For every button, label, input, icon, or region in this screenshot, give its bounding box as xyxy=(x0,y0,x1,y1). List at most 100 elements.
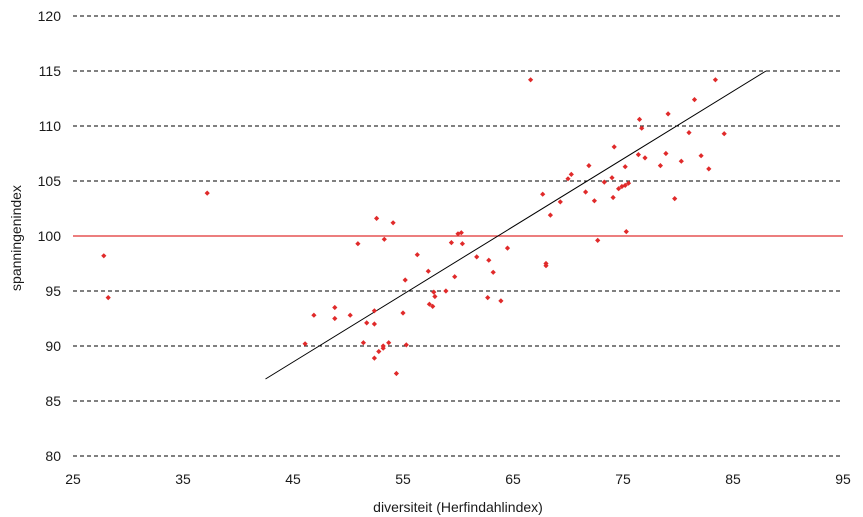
data-point xyxy=(610,194,616,201)
data-point xyxy=(625,180,632,186)
data-point xyxy=(402,277,408,283)
data-point xyxy=(528,77,534,83)
x-tick-label: 85 xyxy=(725,471,741,487)
data-point xyxy=(105,295,111,301)
y-tick-labels: 80 85 90 95 100 105 110 115 120 xyxy=(38,8,62,464)
trend-line xyxy=(265,70,767,380)
data-point xyxy=(490,269,496,275)
x-tick-label: 25 xyxy=(65,471,81,487)
data-point xyxy=(557,199,563,205)
data-point xyxy=(101,253,107,259)
data-point xyxy=(204,190,210,196)
data-point xyxy=(485,295,491,301)
data-point xyxy=(601,179,607,185)
x-tick-label: 45 xyxy=(285,471,301,487)
data-point xyxy=(332,304,338,311)
data-point xyxy=(332,315,338,322)
data-point xyxy=(543,263,549,269)
data-point xyxy=(371,355,377,361)
data-point xyxy=(583,189,589,195)
data-point xyxy=(698,153,704,159)
data-point xyxy=(591,198,597,204)
data-point xyxy=(386,340,392,346)
data-point xyxy=(448,240,454,246)
x-axis-label: diversiteit (Herfindahlindex) xyxy=(373,499,543,515)
trend-line-group xyxy=(265,70,767,380)
data-point xyxy=(355,241,361,247)
data-point xyxy=(459,241,465,247)
data-point xyxy=(425,268,431,274)
data-point xyxy=(376,348,382,355)
data-point xyxy=(622,164,628,170)
data-point xyxy=(400,310,406,316)
data-point xyxy=(622,182,628,188)
y-tick-label: 115 xyxy=(39,63,62,79)
data-point xyxy=(540,191,546,197)
data-point xyxy=(706,166,712,172)
y-tick-label: 80 xyxy=(45,448,61,464)
data-point xyxy=(665,111,671,117)
data-point xyxy=(302,341,308,347)
data-point xyxy=(390,220,396,226)
data-point xyxy=(403,342,409,348)
data-point xyxy=(609,175,615,181)
data-point xyxy=(458,230,464,236)
data-point xyxy=(414,252,420,258)
y-tick-label: 95 xyxy=(45,283,61,299)
data-point xyxy=(381,236,387,242)
data-point xyxy=(616,186,622,192)
y-axis-label: spanningenindex xyxy=(8,185,24,291)
y-tick-label: 110 xyxy=(39,118,62,134)
data-point xyxy=(636,116,643,122)
data-point xyxy=(547,212,553,218)
data-point xyxy=(657,163,663,169)
x-tick-label: 65 xyxy=(505,471,521,487)
data-point xyxy=(474,254,480,260)
data-point xyxy=(504,245,511,251)
data-point xyxy=(565,176,571,182)
y-tick-label: 85 xyxy=(45,393,61,409)
x-tick-label: 95 xyxy=(835,471,851,487)
data-point xyxy=(426,301,432,307)
x-tick-labels: 25 35 45 55 65 75 85 95 xyxy=(65,471,851,487)
data-point xyxy=(672,196,678,202)
y-tick-label: 120 xyxy=(38,8,62,24)
data-point xyxy=(691,97,698,103)
data-point xyxy=(663,150,669,157)
data-point xyxy=(486,257,492,263)
data-point xyxy=(432,293,438,300)
data-point xyxy=(639,125,645,131)
data-point xyxy=(642,155,648,161)
data-point xyxy=(443,288,449,294)
data-point xyxy=(371,321,377,327)
data-point xyxy=(635,152,641,158)
data-point xyxy=(678,158,684,164)
y-tick-label: 105 xyxy=(38,173,62,189)
y-tick-label: 100 xyxy=(38,228,62,244)
data-point xyxy=(430,303,436,309)
data-point xyxy=(586,163,592,169)
data-point xyxy=(568,171,574,177)
x-tick-label: 55 xyxy=(395,471,411,487)
x-tick-label: 75 xyxy=(615,471,631,487)
data-point xyxy=(452,274,458,280)
data-point xyxy=(393,370,399,377)
data-point xyxy=(686,130,692,136)
data-point xyxy=(431,289,437,295)
data-point xyxy=(374,215,380,221)
data-points xyxy=(101,77,727,377)
data-point xyxy=(360,340,366,346)
y-tick-label: 90 xyxy=(45,338,61,354)
data-point xyxy=(364,320,370,326)
data-point xyxy=(498,298,504,304)
data-point xyxy=(595,237,601,243)
data-point xyxy=(380,345,386,351)
data-point xyxy=(311,312,317,318)
data-point xyxy=(623,229,629,235)
data-point xyxy=(721,131,727,137)
x-tick-label: 35 xyxy=(175,471,191,487)
data-point xyxy=(712,77,718,83)
data-point xyxy=(371,308,377,314)
data-point xyxy=(347,312,353,318)
